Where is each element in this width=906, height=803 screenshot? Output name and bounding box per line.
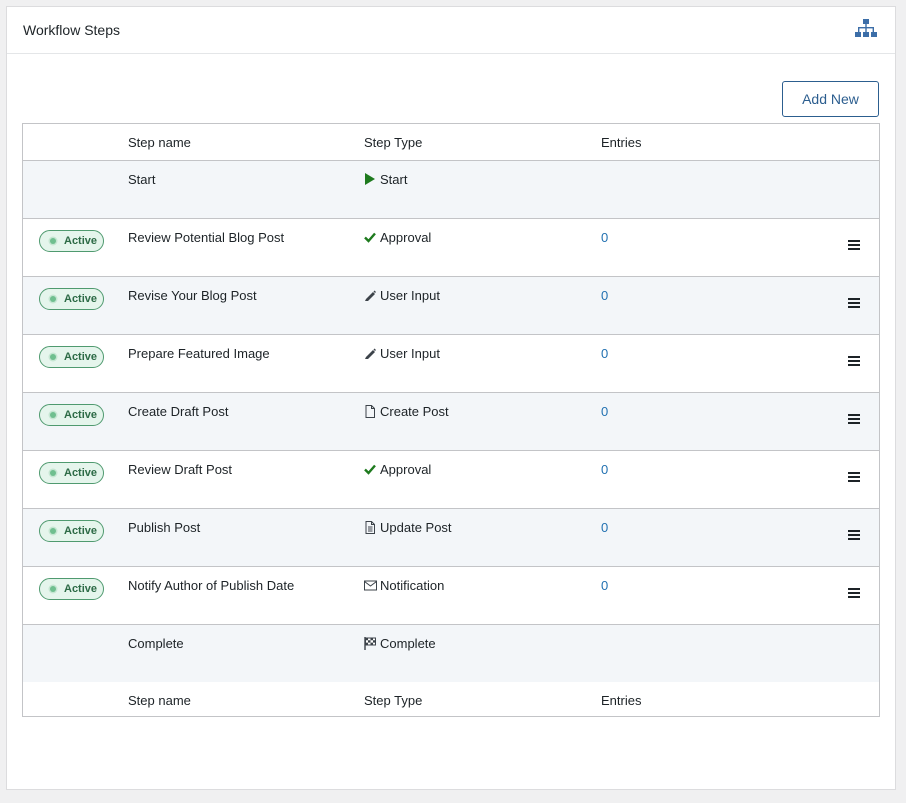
step-name: Notify Author of Publish Date [128, 578, 295, 593]
column-header: Step Type [364, 135, 423, 150]
status-label: Active [64, 293, 98, 305]
column-footer: Step Type [364, 693, 423, 708]
steps-table: Step name Step Type Entries Step name St… [22, 123, 880, 717]
table-row: Active Review Draft Post Approval 0 [23, 450, 879, 508]
status-label: Active [64, 351, 98, 363]
step-type: Create Post [380, 404, 449, 419]
menu-icon [848, 356, 860, 366]
row-menu[interactable] [848, 296, 860, 308]
step-name: Review Potential Blog Post [128, 230, 285, 245]
table-row: Active Create Draft Post Create Post 0 [23, 392, 879, 450]
entries-link[interactable]: 0 [601, 578, 609, 593]
step-type-icon [364, 637, 376, 650]
status-badge: Active [39, 230, 104, 252]
table-row: Active Review Potential Blog Post Approval… [23, 218, 879, 276]
menu-icon [848, 588, 860, 598]
entries-link[interactable]: 0 [601, 288, 609, 303]
table-row: Active Prepare Featured Image User Input 0 [23, 334, 879, 392]
row-menu[interactable] [848, 470, 860, 482]
row-menu[interactable] [848, 238, 860, 250]
step-name: Prepare Featured Image [128, 346, 270, 361]
status-dot [50, 296, 56, 302]
table-row: Active Revise Your Blog Post User Input 0 [23, 276, 879, 334]
step-type: Approval [380, 230, 432, 245]
step-type-icon [365, 405, 375, 418]
status-label: Active [64, 467, 98, 479]
step-type-icon [365, 521, 375, 534]
step-type: User Input [380, 346, 440, 361]
column-header[interactable]: Step name [128, 135, 191, 150]
column-footer: Step name [128, 693, 191, 708]
step-name: Review Draft Post [128, 462, 233, 477]
add-new-button[interactable]: Add New [782, 81, 879, 117]
entries-link[interactable]: 0 [601, 404, 609, 419]
table-header: Step name Step Type Entries [23, 124, 879, 160]
step-type: Notification [380, 578, 445, 593]
status-badge: Active [39, 346, 104, 368]
step-type-icon [364, 580, 377, 591]
entries-link[interactable]: 0 [601, 462, 609, 477]
menu-icon [848, 414, 860, 424]
step-type: Approval [380, 462, 432, 477]
panel-title: Workflow Steps [23, 22, 120, 38]
status-dot [50, 528, 56, 534]
status-dot [50, 354, 56, 360]
row-menu[interactable] [848, 412, 860, 424]
status-label: Active [64, 235, 98, 247]
step-name: Complete [128, 636, 184, 651]
row-menu[interactable] [848, 528, 860, 540]
step-type-icon [365, 290, 376, 301]
step-type-icon [364, 232, 376, 243]
row-menu[interactable] [848, 354, 860, 366]
column-footer: Entries [601, 693, 642, 708]
status-badge: Active [39, 578, 104, 600]
status-label: Active [64, 409, 98, 421]
row-menu[interactable] [848, 586, 860, 598]
column-header: Entries [601, 135, 642, 150]
table-footer: Step name Step Type Entries [23, 681, 879, 717]
table-row: Complete Complete [23, 624, 879, 682]
status-dot [50, 586, 56, 592]
menu-icon [848, 472, 860, 482]
step-type: User Input [380, 288, 440, 303]
status-badge: Active [39, 520, 104, 542]
step-type-icon [365, 173, 375, 185]
panel-header: Workflow Steps [7, 7, 895, 54]
step-name: Publish Post [128, 520, 201, 535]
menu-icon [848, 298, 860, 308]
step-type: Update Post [380, 520, 452, 535]
status-label: Active [64, 525, 98, 537]
sitemap-icon[interactable] [855, 19, 877, 39]
menu-icon [848, 240, 860, 250]
status-dot [50, 238, 56, 244]
status-badge: Active [39, 288, 104, 310]
table-row: Start Start [23, 160, 879, 218]
step-type: Start [380, 172, 408, 187]
step-type-icon [365, 348, 376, 359]
status-dot [50, 470, 56, 476]
entries-link[interactable]: 0 [601, 346, 609, 361]
step-name: Start [128, 172, 156, 187]
step-name: Revise Your Blog Post [128, 288, 257, 303]
status-badge: Active [39, 462, 104, 484]
step-type-icon [364, 464, 376, 475]
step-name: Create Draft Post [128, 404, 229, 419]
table-row: Active Notify Author of Publish Date Notif… [23, 566, 879, 624]
entries-link[interactable]: 0 [601, 520, 609, 535]
status-badge: Active [39, 404, 104, 426]
status-label: Active [64, 583, 98, 595]
menu-icon [848, 530, 860, 540]
status-dot [50, 412, 56, 418]
entries-link[interactable]: 0 [601, 230, 609, 245]
step-type: Complete [380, 636, 436, 651]
table-row: Active Publish Post Update Post 0 [23, 508, 879, 566]
panel: Workflow Steps Add New Step name Step Ty… [6, 6, 896, 790]
